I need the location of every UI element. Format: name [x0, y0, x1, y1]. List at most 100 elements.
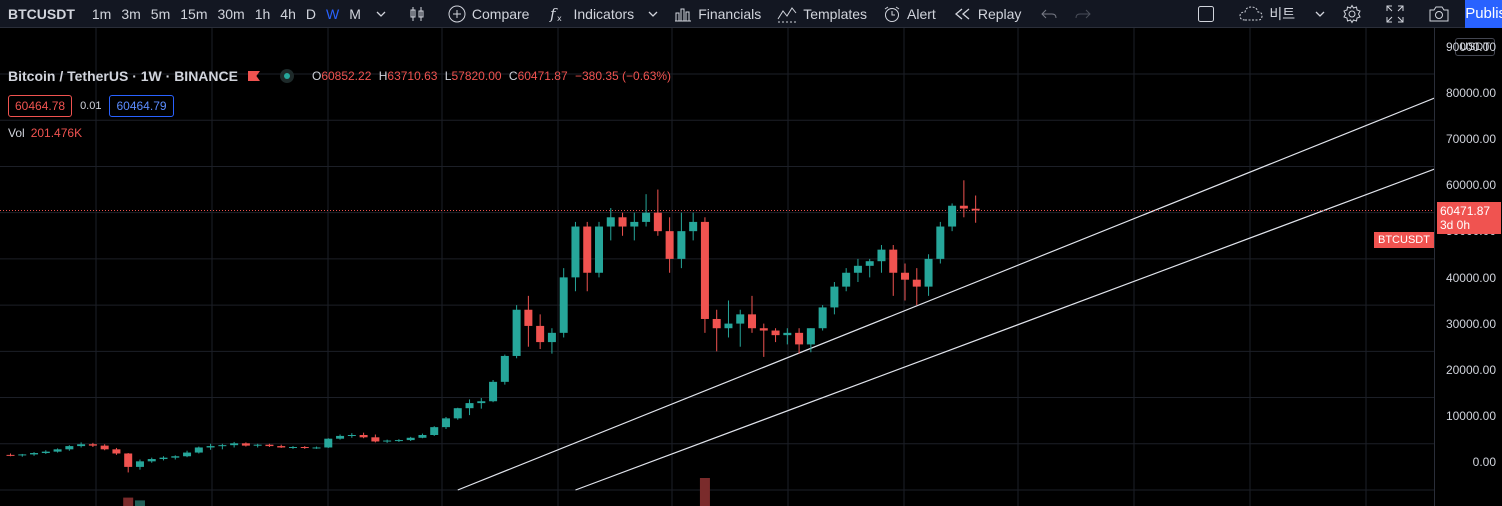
interval-dropdown-icon[interactable]: [368, 0, 400, 28]
compare-button[interactable]: Compare: [440, 0, 538, 28]
alarm-clock-icon: [884, 6, 900, 22]
interval-w[interactable]: W: [326, 5, 340, 22]
volume-bar: [134, 500, 145, 506]
candle-body: [489, 381, 498, 402]
market-status-icon: [279, 69, 294, 83]
candle-body: [230, 443, 239, 446]
change-value: −380.35 (−0.63%): [574, 69, 672, 83]
price-chart[interactable]: [0, 28, 1502, 506]
buy-price-button[interactable]: 60464.79: [109, 95, 174, 117]
settings-button[interactable]: [1333, 0, 1377, 28]
flag-icon[interactable]: [247, 71, 260, 81]
symbol-title[interactable]: Bitcoin / TetherUS · 1W · BINANCE: [8, 68, 238, 84]
fullscreen-button[interactable]: [1377, 0, 1419, 28]
templates-button[interactable]: Templates: [769, 0, 875, 28]
candle-body: [100, 445, 109, 450]
candle-body: [642, 212, 651, 222]
trend-line: [457, 70, 1502, 491]
candle-body: [818, 307, 827, 329]
replay-label: Replay: [977, 5, 1022, 22]
currency-badge[interactable]: USDT: [1455, 38, 1495, 56]
candle-countdown: 3d 0h: [1440, 218, 1471, 232]
candle-body: [689, 221, 698, 232]
candle-body: [724, 323, 733, 329]
replay-button[interactable]: Replay: [944, 0, 1030, 28]
candle-body: [124, 453, 133, 467]
candle-body: [430, 427, 439, 435]
candle-body: [265, 444, 274, 447]
interval-1m[interactable]: 1m: [91, 5, 112, 22]
candle-body: [618, 217, 627, 227]
candle-body: [559, 277, 568, 333]
candle-body: [536, 325, 545, 343]
price-tick-label: 60000.00: [1445, 178, 1496, 193]
candle-body: [441, 418, 450, 428]
candle-body: [65, 446, 74, 450]
candle-body: [41, 451, 50, 454]
candle-body: [465, 403, 474, 409]
candle-body: [288, 447, 297, 449]
templates-icon: [777, 6, 797, 22]
candle-body: [159, 457, 168, 460]
chevron-down-icon: [1315, 11, 1325, 17]
interval-30m[interactable]: 30m: [217, 5, 245, 22]
chart-pane[interactable]: Bitcoin / TetherUS · 1W · BINANCE O60852…: [0, 28, 1502, 506]
alert-button[interactable]: Alert: [875, 0, 944, 28]
candle-body: [936, 226, 945, 259]
interval-1h[interactable]: 1h: [254, 5, 271, 22]
interval-m[interactable]: M: [349, 5, 361, 22]
layout-name-button[interactable]: 비트: [1231, 0, 1333, 28]
candle-body: [336, 435, 345, 439]
bar-chart-icon: [675, 8, 692, 21]
low-value: 57820.00: [451, 69, 502, 83]
price-scale[interactable]: USDT 90000.0080000.0070000.0060000.00500…: [1434, 28, 1502, 506]
candle-body: [606, 217, 615, 227]
interval-15m[interactable]: 15m: [180, 5, 208, 22]
candle-body: [959, 205, 968, 209]
candle-body: [112, 449, 121, 454]
financials-button[interactable]: Financials: [666, 0, 769, 28]
candle-body: [253, 444, 262, 446]
chevron-down-icon: [648, 11, 658, 17]
candle-body: [312, 447, 321, 449]
candle-body: [547, 332, 556, 343]
candle-body: [135, 461, 144, 467]
snapshot-button[interactable]: [1419, 0, 1465, 28]
volume-bar: [699, 478, 710, 506]
candle-body: [453, 408, 462, 419]
candle-body: [406, 437, 415, 441]
cloud-icon: [1239, 5, 1263, 20]
candle-body: [77, 444, 86, 447]
chart-legend: Bitcoin / TetherUS · 1W · BINANCE O60852…: [8, 68, 675, 84]
interval-d[interactable]: D: [305, 5, 316, 22]
redo-button[interactable]: [1069, 0, 1105, 28]
candle-body: [806, 328, 815, 345]
candle-body: [700, 221, 709, 319]
price-tick-label: 70000.00: [1445, 132, 1496, 147]
financials-label: Financials: [698, 5, 762, 22]
sell-price-button[interactable]: 60464.78: [8, 95, 73, 117]
fullscreen-layout-button[interactable]: [1181, 0, 1231, 28]
interval-4h[interactable]: 4h: [280, 5, 296, 22]
candle-body: [218, 445, 227, 447]
volume-bar: [123, 497, 134, 506]
candle-body: [524, 309, 533, 326]
templates-label: Templates: [803, 5, 868, 22]
symbol-search[interactable]: BTCUSDT: [8, 5, 75, 22]
price-tick-label: 20000.00: [1445, 362, 1496, 377]
publish-button[interactable]: Publish: [1465, 0, 1502, 28]
candle-body: [171, 456, 180, 458]
candle-body: [877, 249, 886, 262]
interval-5m[interactable]: 5m: [150, 5, 171, 22]
chart-type-candles-icon[interactable]: [400, 0, 440, 28]
trend-line: [575, 143, 1502, 491]
candle-body: [512, 309, 521, 356]
gear-icon: [1343, 4, 1361, 23]
candle-body: [924, 258, 933, 287]
undo-button[interactable]: [1029, 0, 1069, 28]
redo-icon: [1075, 9, 1092, 18]
interval-3m[interactable]: 3m: [121, 5, 141, 22]
price-tick-label: 10000.00: [1445, 408, 1496, 423]
